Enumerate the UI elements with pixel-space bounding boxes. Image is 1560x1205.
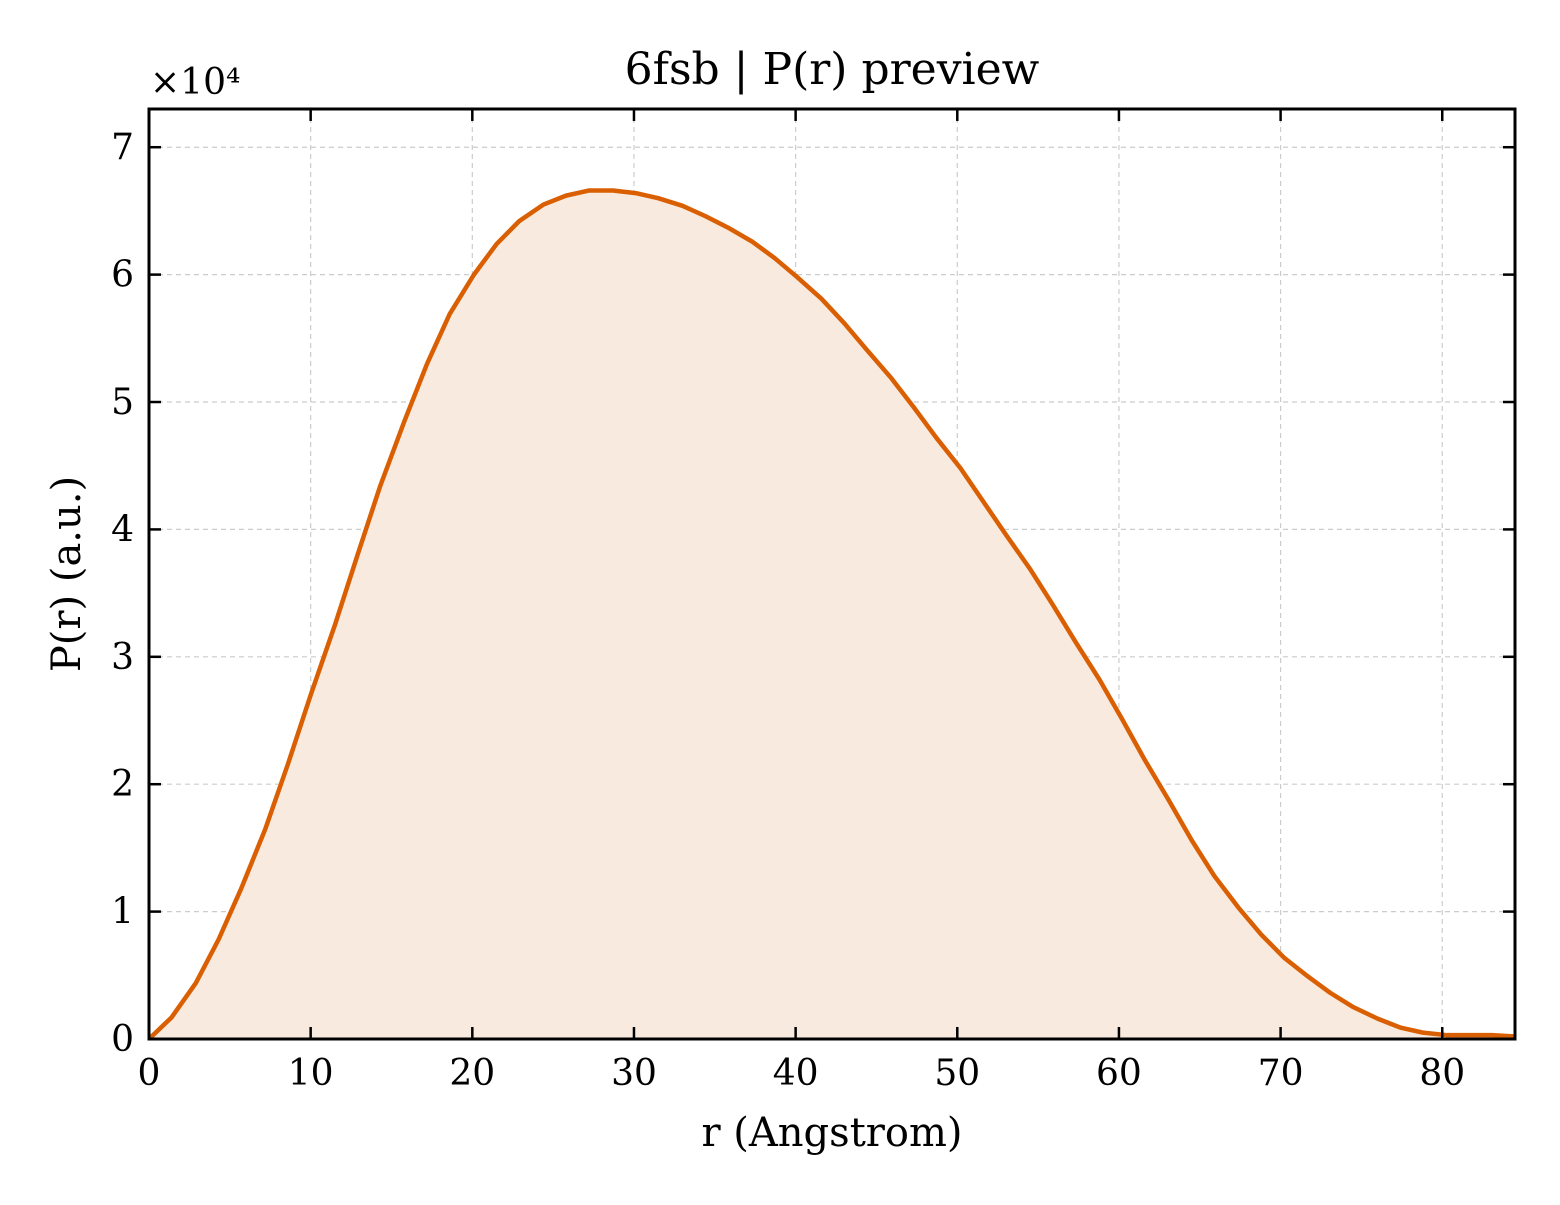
x-tick-label: 30 [611,1053,657,1094]
y-tick-label: 3 [111,637,134,678]
y-tick-label: 6 [111,255,134,296]
x-tick-label: 40 [773,1053,819,1094]
pr-series-line [147,188,1516,1041]
y-tick-label: 7 [111,127,134,168]
y-tick-label: 4 [111,509,134,550]
y-tick-label: 5 [111,382,134,423]
axis-ticks [147,109,1515,1041]
x-tick-label: 80 [1419,1053,1465,1094]
y-tick-label: 0 [111,1019,134,1060]
x-tick-labels: 0 10 20 30 40 50 60 70 80 [138,1053,1466,1094]
y-tick-labels: 0 1 2 3 4 5 6 7 [111,127,134,1060]
y-axis-multiplier: ×10⁴ [150,62,240,103]
x-tick-label: 60 [1096,1053,1142,1094]
y-tick-label: 2 [111,764,134,805]
x-tick-label: 50 [934,1053,980,1094]
x-tick-label: 70 [1258,1053,1304,1094]
pr-area-fill [149,190,1515,1039]
plot-frame [147,107,1517,1041]
x-tick-label: 0 [138,1053,161,1094]
x-tick-label: 20 [449,1053,495,1094]
y-axis-label: P(r) (a.u.) [44,476,90,672]
chart-title: 6fsb | P(r) preview [625,44,1040,95]
y-tick-label: 1 [111,892,134,933]
x-tick-label: 10 [288,1053,334,1094]
x-axis-label: r (Angstrom) [701,1110,962,1156]
